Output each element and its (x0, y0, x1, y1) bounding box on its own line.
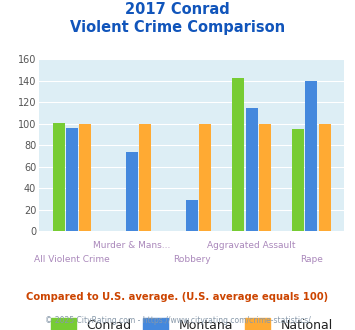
Bar (199, 124, 211, 231)
Bar (139, 124, 151, 231)
Text: Violent Crime Comparison: Violent Crime Comparison (70, 20, 285, 35)
Bar (246, 108, 258, 231)
Bar (292, 129, 304, 231)
Text: 2017 Conrad: 2017 Conrad (125, 2, 230, 16)
Bar (53, 123, 65, 231)
Text: All Violent Crime: All Violent Crime (34, 255, 110, 264)
Text: © 2025 CityRating.com - https://www.cityrating.com/crime-statistics/: © 2025 CityRating.com - https://www.city… (45, 316, 310, 325)
Bar (79, 124, 91, 231)
Text: Compared to U.S. average. (U.S. average equals 100): Compared to U.S. average. (U.S. average … (26, 292, 329, 302)
Bar (259, 124, 271, 231)
Legend: Conrad, Montana, National: Conrad, Montana, National (46, 313, 338, 330)
Text: Murder & Mans...: Murder & Mans... (93, 241, 170, 250)
Bar (66, 128, 78, 231)
Bar (318, 124, 331, 231)
Bar (305, 81, 317, 231)
Bar (232, 78, 245, 231)
Bar (186, 200, 198, 231)
Text: Aggravated Assault: Aggravated Assault (207, 241, 296, 250)
Text: Rape: Rape (300, 255, 323, 264)
Bar (126, 152, 138, 231)
Text: Robbery: Robbery (173, 255, 211, 264)
